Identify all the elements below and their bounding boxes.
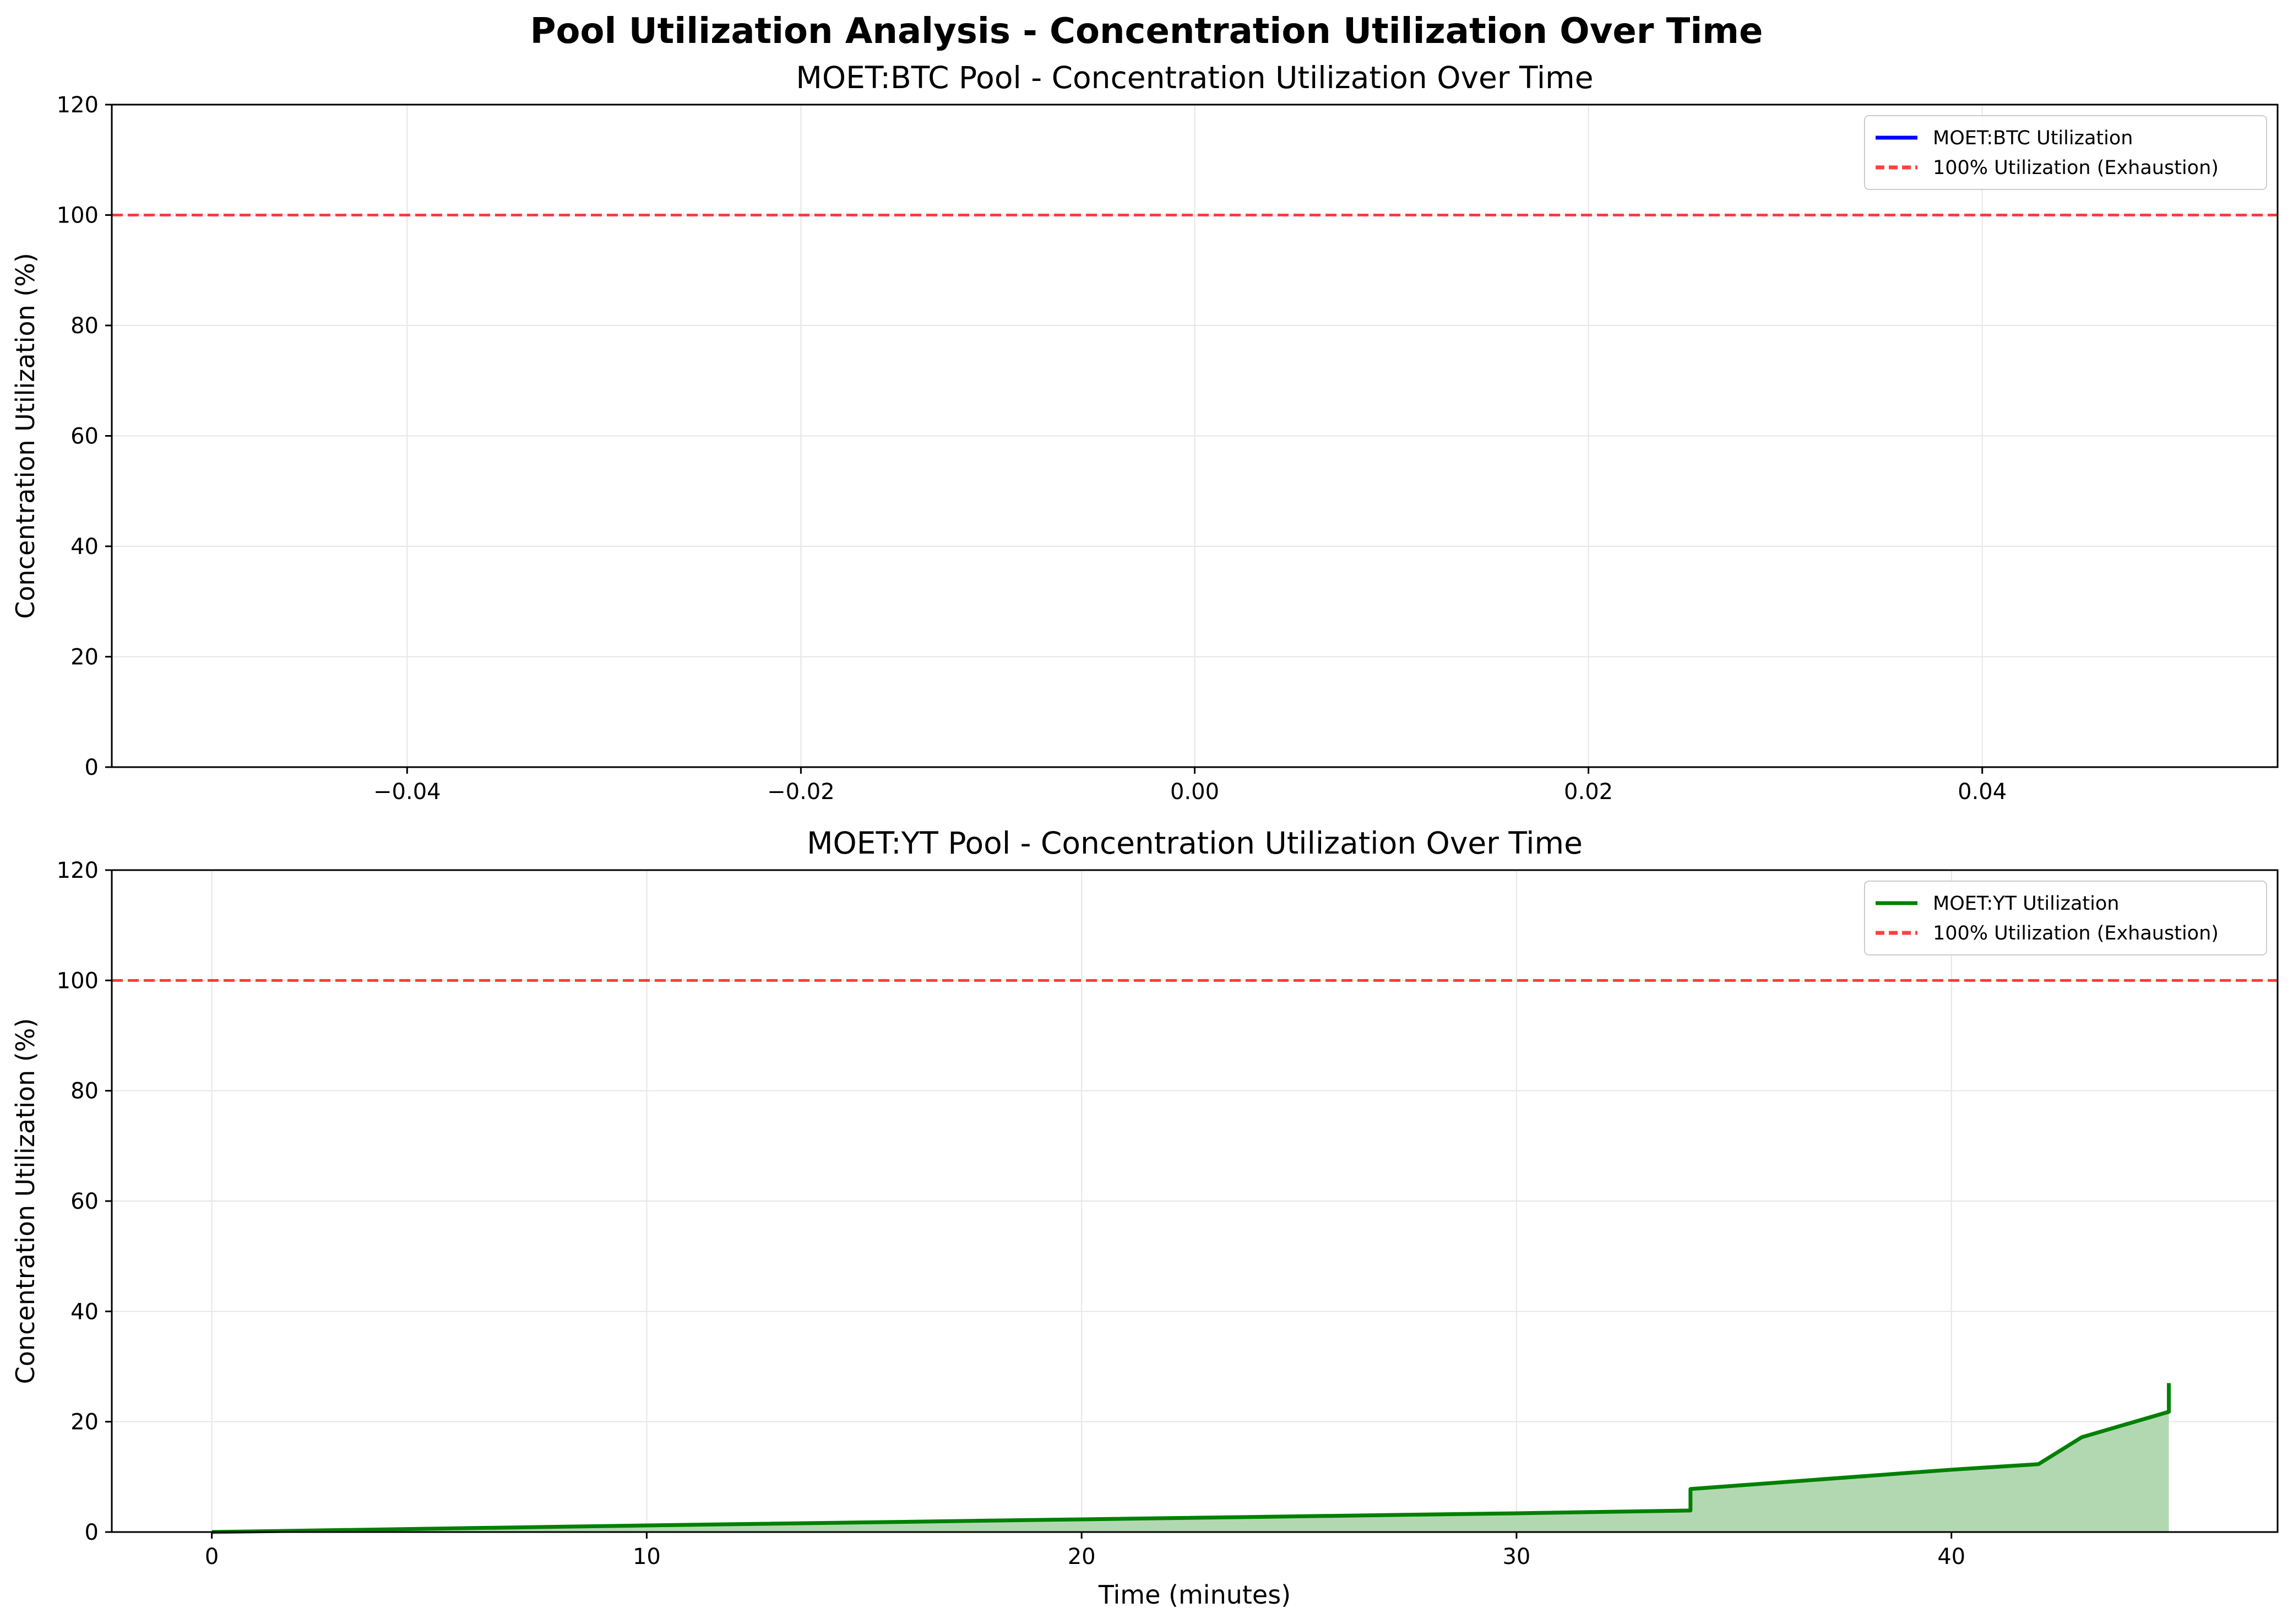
chart-1-xtick-label-1: 10 [633, 1544, 661, 1569]
chart-0-xtick-label-4: 0.04 [1958, 779, 2007, 805]
chart-1-group: 0 10 20 30 40 0 20 40 60 80 100 120 MOET:YT Pool - C… [10, 825, 2279, 1610]
chart-0-title: MOET:BTC Pool - Concentration Utilizatio… [796, 60, 1593, 95]
chart-1-xlabel: Time (minutes) [1098, 1580, 1291, 1610]
chart-1-series-0-area [211, 1383, 2169, 1532]
chart-0-ytick-label-5: 100 [57, 203, 99, 229]
chart-0-xtick-label-0: −0.04 [373, 779, 441, 805]
chart-1-ylabel: Concentration Utilization (%) [10, 1018, 40, 1384]
chart-0-xtick-label-2: 0.00 [1170, 779, 1219, 805]
chart-1-legend-box [1864, 881, 2267, 955]
chart-1-title: MOET:YT Pool - Concentration Utilization… [807, 825, 1583, 861]
figure-title: Pool Utilization Analysis - Concentratio… [530, 11, 1763, 52]
chart-0-legend: MOET:BTC Utilization 100% Utilization (Ex… [1864, 115, 2267, 190]
chart-1-ytick-label-2: 40 [70, 1299, 99, 1324]
chart-0-ytick-label-0: 0 [85, 755, 99, 780]
chart-1-ytick-label-4: 80 [70, 1079, 99, 1104]
chart-1-ytick-label-5: 100 [57, 968, 99, 993]
chart-0-ylabel: Concentration Utilization (%) [10, 253, 40, 619]
chart-1-series-0-line [211, 1383, 2171, 1534]
chart-1-xtick-label-4: 40 [1937, 1544, 1965, 1569]
chart-0-ytick-label-1: 20 [70, 645, 99, 670]
chart-1-ytick-label-3: 60 [70, 1189, 99, 1214]
chart-0-group: −0.04 −0.02 0.00 0.02 0.04 0 20 40 60 80 100 120 MOE… [10, 60, 2279, 805]
chart-0-legend-label-0: MOET:BTC Utilization [1933, 127, 2133, 149]
chart-0-legend-box [1864, 115, 2267, 190]
chart-1-legend-label-1: 100% Utilization (Exhaustion) [1933, 922, 2219, 944]
chart-0-ytick-label-2: 40 [70, 534, 99, 560]
chart-1-legend-label-0: MOET:YT Utilization [1933, 893, 2119, 915]
chart-0-xtick-label-1: −0.02 [767, 779, 835, 805]
chart-0-xtick-label-3: 0.02 [1564, 779, 1613, 805]
chart-1-ytick-label-1: 20 [70, 1410, 99, 1435]
chart-0-legend-label-1: 100% Utilization (Exhaustion) [1933, 157, 2219, 179]
chart-0-ytick-label-3: 60 [70, 424, 99, 449]
chart-1-xtick-label-2: 20 [1068, 1544, 1096, 1569]
chart-0-ytick-label-6: 120 [57, 93, 99, 118]
chart-1-ytick-label-6: 120 [57, 858, 99, 883]
chart-1-xtick-label-3: 30 [1502, 1544, 1530, 1569]
chart-0-ytick-label-4: 80 [70, 313, 99, 339]
chart-1-xtick-label-0: 0 [205, 1544, 219, 1569]
chart-1-ytick-label-0: 0 [85, 1520, 99, 1545]
chart-1-legend: MOET:YT Utilization 100% Utilization (Exh… [1864, 881, 2267, 955]
